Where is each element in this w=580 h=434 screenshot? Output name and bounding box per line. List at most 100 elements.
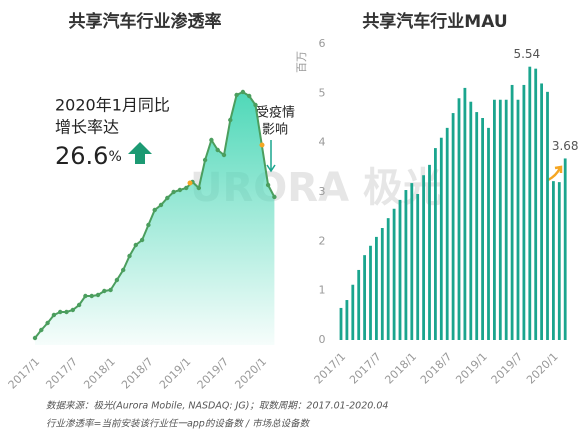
point (202, 157, 208, 163)
bar (475, 112, 479, 340)
value-label: 3.68 (552, 139, 579, 153)
chart-title: 共享汽车行业渗透率 (69, 11, 222, 32)
x-tick-label: 2018/1 (81, 355, 118, 392)
bar (410, 183, 414, 340)
bar (351, 284, 355, 340)
point (108, 287, 113, 293)
x-tick-label: 2020/1 (524, 350, 561, 387)
bar (375, 236, 378, 340)
point (127, 253, 132, 259)
bar (487, 127, 490, 340)
bar (434, 148, 437, 340)
bar (416, 193, 420, 340)
event-note: 影响 (262, 122, 288, 138)
point (221, 152, 227, 158)
annotation: 增长率达 (55, 118, 119, 137)
point (133, 242, 138, 248)
y-tick-label: 5 (319, 86, 326, 99)
x-tick-label: 2019/7 (489, 350, 526, 387)
up-arrow (128, 142, 152, 164)
bar (540, 83, 543, 340)
x-tick-label: 2017/1 (6, 355, 43, 392)
point (240, 89, 246, 95)
event-note: 受疫情 (256, 105, 295, 121)
point (247, 93, 252, 99)
point (253, 102, 258, 108)
footer-source: 数据来源：极光(Aurora Mobile, NASDAQ: JG)；取数周期：… (46, 401, 388, 412)
y-tick-label: 0 (319, 333, 326, 346)
bar (498, 99, 502, 340)
x-tick-label: 2020/1 (232, 355, 269, 392)
bar (457, 98, 461, 341)
x-tick-label: 2018/7 (418, 350, 455, 387)
point (228, 117, 233, 123)
x-tick-label: 2019/1 (157, 355, 194, 392)
point (114, 277, 120, 283)
x-tick-label: 2019/7 (195, 355, 232, 392)
point (64, 309, 69, 315)
bar (404, 190, 408, 340)
bar (345, 300, 349, 340)
bar (380, 228, 384, 340)
point (58, 309, 63, 315)
point (102, 288, 107, 294)
x-tick-label: 2017/7 (43, 355, 80, 392)
point (184, 185, 189, 191)
point (158, 202, 164, 208)
bar (398, 199, 402, 340)
point (234, 92, 239, 98)
point (196, 185, 201, 191)
point (89, 293, 94, 299)
bar (386, 218, 390, 340)
point (76, 302, 82, 308)
point (95, 292, 101, 298)
bar (510, 84, 514, 341)
x-tick-label: 2018/7 (119, 355, 156, 392)
annotation: 2020年1月同比 (55, 96, 170, 115)
point (32, 335, 38, 341)
bar (428, 164, 431, 340)
point (83, 293, 88, 299)
x-tick-label: 2019/1 (453, 350, 490, 387)
growth-unit: % (108, 149, 121, 165)
bar (557, 182, 561, 340)
bar (546, 91, 549, 340)
bar (563, 158, 567, 340)
point (171, 189, 176, 195)
point (209, 137, 214, 143)
y-tick-label: 3 (319, 185, 326, 198)
bar (522, 84, 526, 341)
point (121, 267, 126, 273)
chart-title: 共享汽车行业MAU (362, 11, 507, 32)
point (70, 307, 76, 313)
y-tick-label: 1 (319, 284, 326, 297)
area-fill (35, 92, 275, 345)
bar (504, 99, 508, 340)
bar (445, 127, 449, 340)
bar (493, 99, 496, 340)
y-tick-label: 2 (319, 234, 326, 247)
bar (528, 66, 532, 341)
value-label: 5.54 (513, 47, 540, 61)
bar (422, 175, 425, 340)
down-arrow (266, 140, 276, 173)
point (165, 195, 170, 201)
point (215, 147, 220, 153)
point (177, 187, 183, 193)
bar (392, 208, 396, 340)
point (152, 207, 157, 213)
bar (451, 113, 455, 340)
growth-number: 26.6 (55, 142, 108, 170)
y-tick-label: 6 (319, 37, 326, 50)
point (39, 327, 44, 333)
point (45, 320, 50, 326)
trend-arrow (547, 165, 563, 182)
x-tick-label: 2017/1 (312, 350, 349, 387)
point (139, 237, 145, 243)
point (265, 182, 271, 188)
bar (481, 118, 484, 340)
bar (469, 101, 473, 340)
point (272, 194, 277, 200)
bar (357, 269, 361, 340)
